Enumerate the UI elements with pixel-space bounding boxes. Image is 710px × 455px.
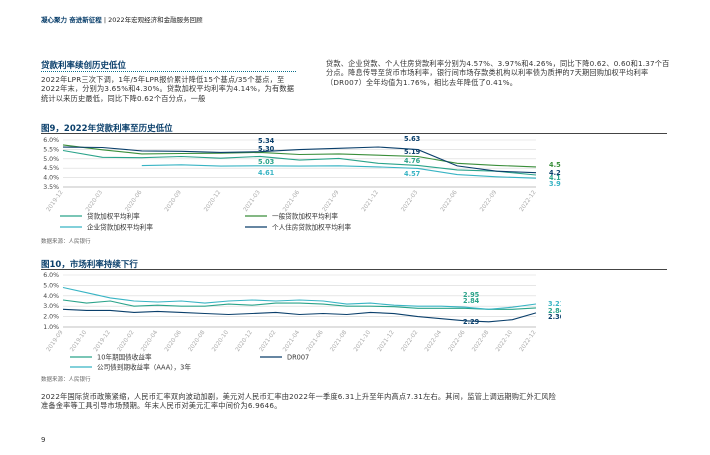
x-tick-label: 2021-02 xyxy=(259,329,278,353)
legend-label: 10年期国债收益率 xyxy=(97,353,152,362)
bottom-paragraph: 2022年国际货币政策紧缩，人民币汇率双向波动加剧，美元对人民币汇率由2022年… xyxy=(41,392,557,411)
y-tick-label: 5.5% xyxy=(43,146,59,153)
x-tick-label: 2022-12 xyxy=(519,189,538,213)
x-tick-label: 2022-08 xyxy=(472,329,491,353)
y-tick-label: 5.0% xyxy=(43,282,59,289)
data-label: 5.03 xyxy=(258,158,275,166)
section-title: 贷款利率续创历史低位 xyxy=(41,61,127,71)
legend-label: 公司债到期收益率（AAA），3年 xyxy=(97,363,191,372)
data-label: 5.19 xyxy=(404,148,421,156)
y-tick-label: 2.0% xyxy=(43,314,59,321)
data-label: 4.61 xyxy=(258,169,275,177)
y-tick-label: 6.0% xyxy=(43,137,59,144)
header-separator: | xyxy=(103,16,107,24)
data-label: 4.76 xyxy=(404,157,421,165)
series-line xyxy=(141,164,537,179)
x-tick-label: 2019-12 xyxy=(93,329,112,353)
figure10-source: 数据来源：人民银行 xyxy=(41,377,91,383)
y-tick-label: 4.5% xyxy=(43,165,59,172)
x-tick-label: 2020-08 xyxy=(188,329,207,353)
data-label: 3.21 xyxy=(548,300,561,308)
x-tick-label: 2020-06 xyxy=(164,329,183,353)
series-line xyxy=(62,146,537,174)
figure9-source: 数据来源：人民银行 xyxy=(41,239,91,245)
x-tick-label: 2022-02 xyxy=(401,329,420,353)
legend-label: 企业贷款加权平均利率 xyxy=(87,223,153,232)
x-tick-label: 2020-12 xyxy=(235,329,254,353)
series-line xyxy=(62,149,537,176)
legend-label: 个人住房贷款加权平均利率 xyxy=(272,223,352,232)
data-label: 2.36 xyxy=(548,313,561,321)
y-tick-label: 5.0% xyxy=(43,156,59,163)
x-tick-label: 2022-10 xyxy=(495,329,514,353)
x-tick-label: 2019-10 xyxy=(69,329,88,353)
figure10-legend: 10年期国债收益率 DR007 公司债到期收益率（AAA），3年 xyxy=(70,353,309,372)
x-tick-label: 2020-04 xyxy=(140,329,159,353)
page-number: 9 xyxy=(41,436,46,444)
y-tick-label: 4.0% xyxy=(43,175,59,182)
data-label: 4.26 xyxy=(549,169,561,177)
figure10-rule xyxy=(41,269,667,270)
data-label: 2.95 xyxy=(463,291,480,299)
x-tick-label: 2019-09 xyxy=(46,329,65,353)
y-tick-label: 4.0% xyxy=(43,293,59,300)
x-tick-label: 2021-06 xyxy=(306,329,325,353)
x-tick-label: 2021-04 xyxy=(282,329,301,353)
series-line xyxy=(62,144,537,168)
data-label: 3.97 xyxy=(549,180,561,188)
x-tick-label: 2021-08 xyxy=(330,329,349,353)
legend-label: DR007 xyxy=(287,354,309,362)
series-line xyxy=(62,299,537,310)
right-paragraph: 贷款、企业贷款、个人住房贷款利率分别为4.57%、3.97%和4.26%，同比下… xyxy=(326,59,670,87)
figure10-title: 图10，市场利率持续下行 xyxy=(41,260,138,270)
left-paragraph: 2022年LPR三次下调，1年/5年LPR报价累计降低15个基点/35个基点，至… xyxy=(41,75,295,103)
data-label: 5.63 xyxy=(404,136,421,143)
page-header: 凝心聚力 奋进新征程 | 2022年宏观经济和金融服务回顾 xyxy=(41,14,203,24)
figure9-title: 图9，2022年贷款利率至历史低位 xyxy=(41,124,173,134)
data-label: 5.30 xyxy=(258,145,275,153)
x-tick-label: 2020-10 xyxy=(211,329,230,353)
data-label: 5.34 xyxy=(258,137,275,145)
x-tick-label: 2022-06 xyxy=(448,329,467,353)
data-label: 4.14 xyxy=(549,174,561,182)
data-label: 2.29 xyxy=(463,318,480,326)
y-tick-label: 1.0% xyxy=(43,324,59,331)
figure9-rule xyxy=(41,133,667,134)
legend-label: 贷款加权平均利率 xyxy=(87,212,140,221)
y-tick-label: 3.5% xyxy=(43,184,59,191)
x-tick-label: 2022-09 xyxy=(479,189,498,213)
data-label: 2.84 xyxy=(463,297,480,305)
series-line xyxy=(62,286,537,310)
data-label: 4.57 xyxy=(404,170,421,178)
header-brand: 凝心聚力 奋进新征程 xyxy=(41,16,102,24)
x-tick-label: 2022-04 xyxy=(424,329,443,353)
header-subtitle: 2022年宏观经济和金融服务回顾 xyxy=(108,16,203,24)
section-divider xyxy=(41,71,296,72)
data-label: 2.84 xyxy=(548,307,561,315)
x-tick-label: 2022-12 xyxy=(519,329,538,353)
x-tick-label: 2021-12 xyxy=(377,329,396,353)
series-line xyxy=(62,308,537,323)
figure10-chart: 6.0% 5.0% 4.0% 3.0% 2.0% 1.0%2019-09 2019-10 20… xyxy=(43,272,561,353)
x-tick-label: 2020-02 xyxy=(117,329,136,353)
data-label: 4.57 xyxy=(549,161,561,169)
legend-label: 一般贷款加权平均利率 xyxy=(272,212,338,221)
x-tick-label: 2021-10 xyxy=(353,329,372,353)
figure9-chart: 6.0%5.5%5.0%4.5%4.0%3.5%2019-12 2020-03 20… xyxy=(43,136,561,213)
y-tick-label: 6.0% xyxy=(43,272,59,279)
y-tick-label: 3.0% xyxy=(43,303,59,310)
